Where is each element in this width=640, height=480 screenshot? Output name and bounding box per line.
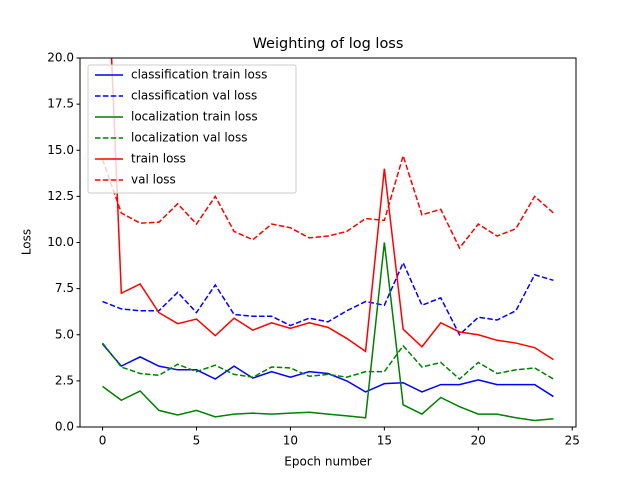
legend: classification train loss classification … [87, 64, 297, 194]
x-axis-label: Epoch number [284, 455, 371, 469]
y-tick-label: 0.0 [55, 420, 74, 434]
y-tick-label: 10.0 [47, 235, 74, 249]
legend-label: classification val loss [131, 89, 257, 103]
series-line [101, 342, 554, 381]
series-line [101, 153, 554, 250]
y-tick-label: 7.5 [55, 281, 74, 295]
legend-label: val loss [131, 173, 176, 187]
x-tick-label: 0 [99, 434, 107, 448]
x-tick-label: 15 [377, 434, 392, 448]
legend-label: classification train loss [131, 68, 267, 82]
legend-box [87, 64, 297, 194]
chart-title: Weighting of log loss [253, 36, 404, 52]
series-line [102, 242, 554, 422]
x-tick-label: 20 [471, 434, 486, 448]
x-tick-label: 10 [283, 434, 298, 448]
y-axis-label: Loss [20, 229, 34, 255]
y-tick-label: 5.0 [55, 327, 74, 341]
series-line [102, 260, 554, 336]
y-tick-label: 2.5 [55, 373, 74, 387]
y-tick-label: 17.5 [47, 97, 74, 111]
plot-lines [101, 58, 554, 422]
legend-label: localization val loss [131, 131, 248, 145]
legend-label: train loss [131, 152, 186, 166]
y-tick-label: 15.0 [47, 143, 74, 157]
x-tick-label: 25 [565, 434, 580, 448]
series-line [110, 58, 554, 361]
y-tick-label: 20.0 [47, 51, 74, 65]
x-tick-label: 5 [193, 434, 201, 448]
y-tick-label: 12.5 [47, 189, 74, 203]
legend-label: localization train loss [131, 110, 258, 124]
series-line [101, 343, 554, 398]
